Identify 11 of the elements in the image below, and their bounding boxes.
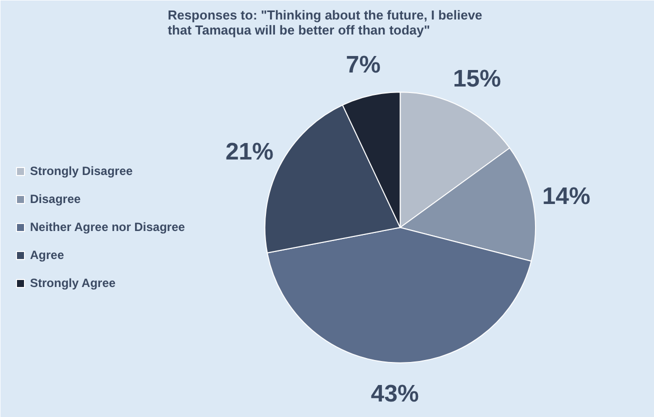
chart-title: Responses to: "Thinking about the future, I believe that Tamaqua will be better off than today" xyxy=(168,8,482,38)
legend-label: Strongly Disagree xyxy=(30,164,133,178)
data-label: 21% xyxy=(225,138,274,166)
data-label: 14% xyxy=(542,182,590,210)
legend-label: Neither Agree nor Disagree xyxy=(30,220,185,234)
data-label: 15% xyxy=(452,66,501,93)
legend-label: Disagree xyxy=(30,192,81,206)
legend-label: Agree xyxy=(30,248,64,262)
data-label: 43% xyxy=(370,380,419,408)
legend-label: Strongly Agree xyxy=(30,276,116,290)
data-label: 7% xyxy=(346,52,381,79)
